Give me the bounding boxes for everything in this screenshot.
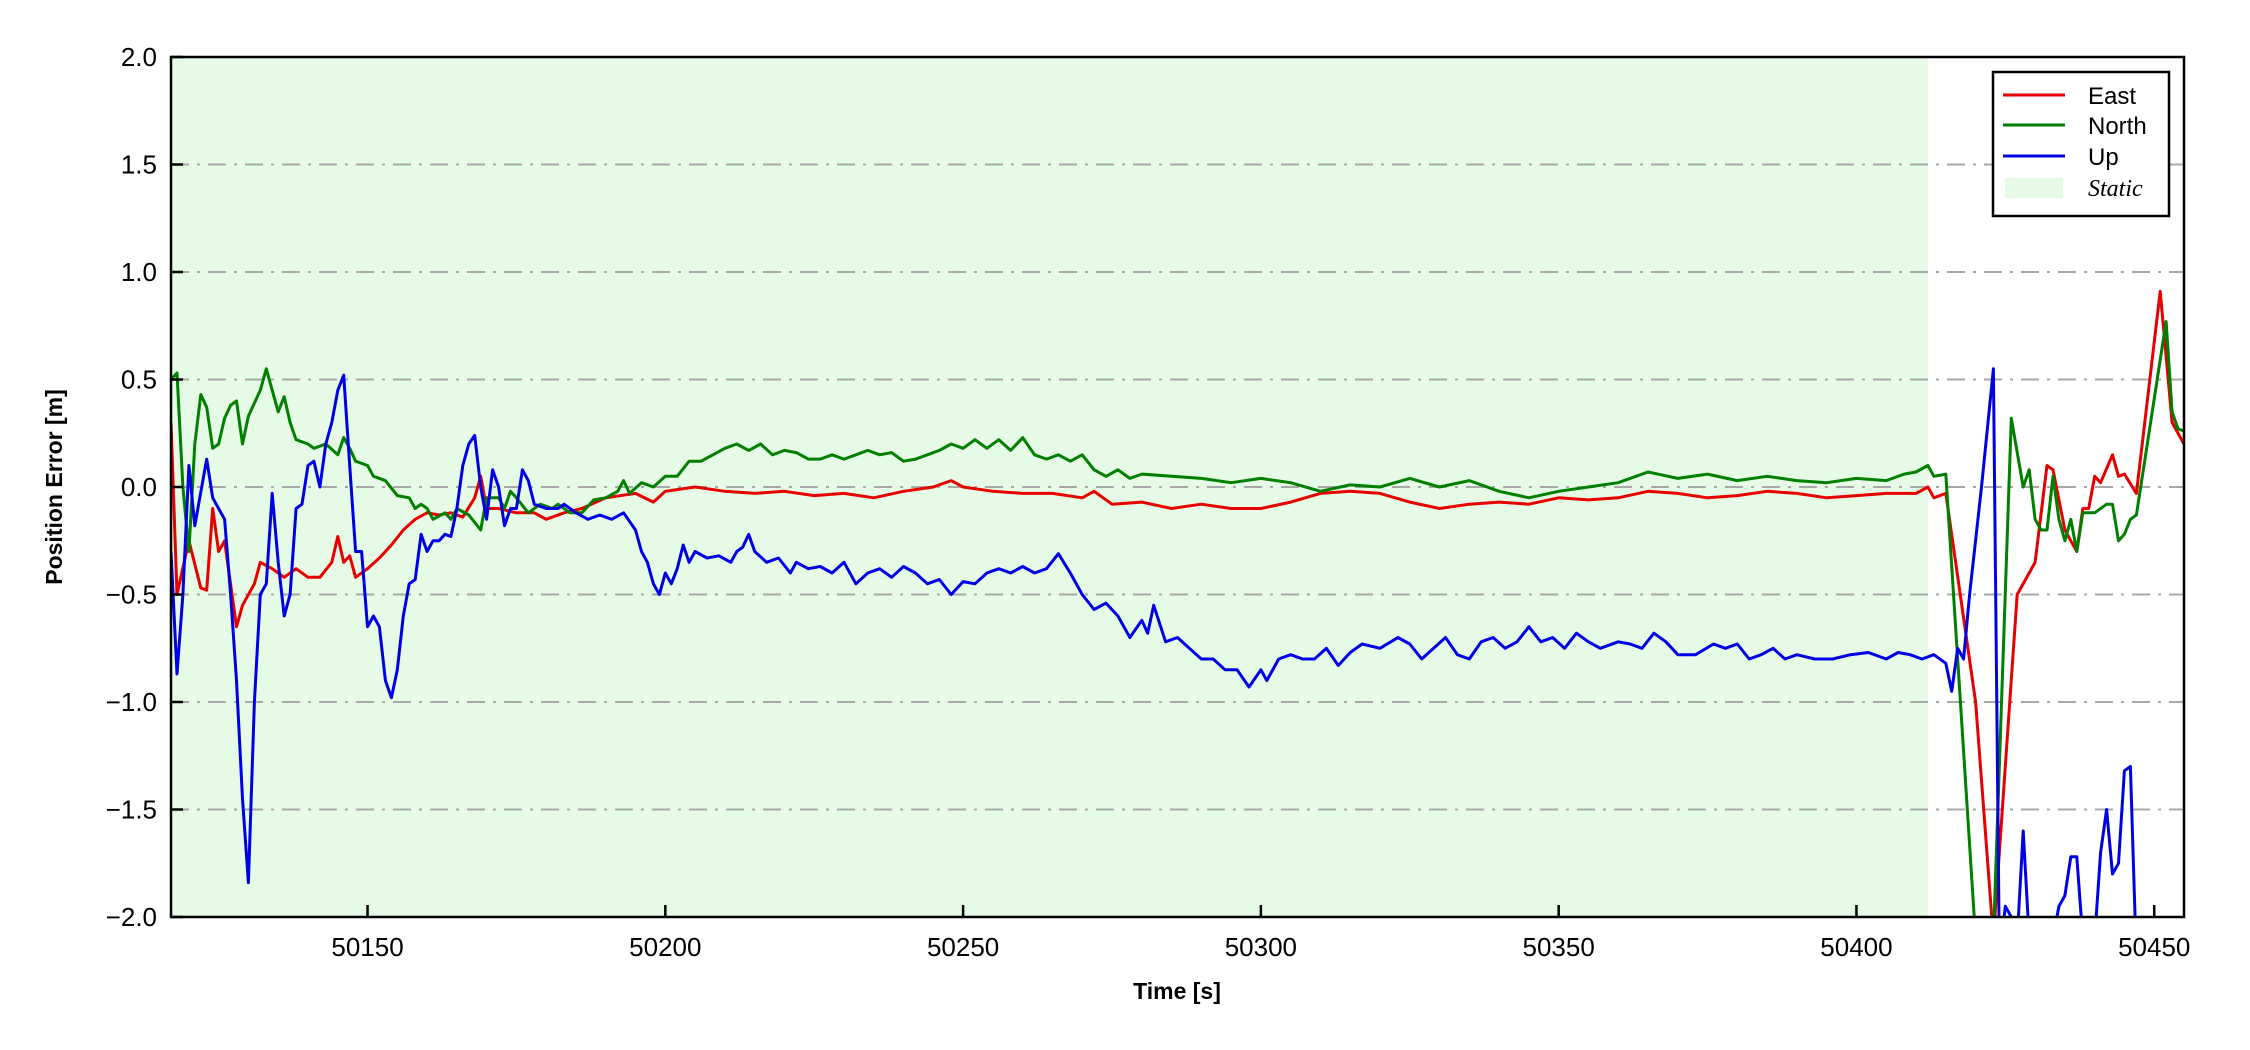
series-line-east [171,289,2184,917]
legend-label-north: North [2088,113,2147,140]
series-line-up [171,367,2137,917]
x-tick-label: 50200 [629,932,701,962]
y-tick-label: 0.0 [121,472,157,502]
legend-label-static: Static [2088,176,2143,202]
legend-swatch-static [2005,178,2063,198]
x-tick-label: 50150 [331,932,403,962]
legend-label-up: Up [2088,144,2119,171]
legend: East North Up Static [1991,70,2171,218]
x-tick-label: 50350 [1523,932,1595,962]
x-tick-label: 50400 [1820,932,1892,962]
x-tick-label: 50250 [927,932,999,962]
x-tick-label: 50300 [1225,932,1297,962]
legend-label-east: East [2088,83,2136,110]
y-tick-label: 2.0 [121,42,157,72]
y-axis-label: Position Error [m] [41,389,67,585]
y-tick-label: −2.0 [106,902,157,932]
x-tick-label: 50450 [2118,932,2190,962]
y-tick-label: 0.5 [121,365,157,395]
x-axis-label: Time [s] [1133,978,1221,1004]
y-tick-label: −0.5 [106,580,157,610]
y-tick-label: −1.0 [106,687,157,717]
y-tick-label: 1.5 [121,150,157,180]
y-tick-label: −1.5 [106,795,157,825]
y-tick-label: 1.0 [121,257,157,287]
